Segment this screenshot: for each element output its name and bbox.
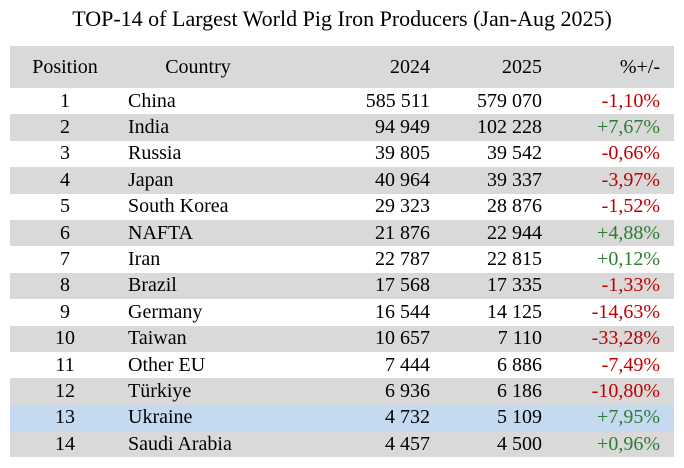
cell-country: Taiwan <box>128 327 187 350</box>
cell-2024: 21 876 <box>375 221 430 244</box>
table-row: 11 Other EU 7 444 6 886 -7,49% <box>10 352 674 378</box>
cell-change: -10,80% <box>591 379 660 402</box>
cell-2025: 7 110 <box>497 327 542 350</box>
cell-2024: 10 657 <box>375 327 430 350</box>
cell-2024: 39 805 <box>375 142 430 165</box>
table-row: 7 Iran 22 787 22 815 +0,12% <box>10 246 674 272</box>
cell-change: -1,10% <box>601 89 660 112</box>
table-row: 13 Ukraine 4 732 5 109 +7,95% <box>10 404 674 432</box>
cell-position: 14 <box>55 432 75 455</box>
cell-country: Türkiye <box>128 379 192 402</box>
header-2024: 2024 <box>390 55 430 78</box>
cell-country: Japan <box>128 168 174 191</box>
cell-country: NAFTA <box>128 221 194 244</box>
cell-2025: 28 876 <box>487 195 542 218</box>
cell-2025: 17 335 <box>487 274 542 297</box>
cell-change: -1,33% <box>601 274 660 297</box>
cell-change: -33,28% <box>591 327 660 350</box>
cell-change: -0,66% <box>601 142 660 165</box>
header-2025: 2025 <box>502 55 542 78</box>
cell-position: 6 <box>60 221 70 244</box>
table-row: 3 Russia 39 805 39 542 -0,66% <box>10 141 674 167</box>
cell-2025: 39 542 <box>487 142 542 165</box>
table-header: Position Country 2024 2025 %+/- <box>10 46 674 88</box>
cell-position: 12 <box>55 379 75 402</box>
cell-2025: 4 500 <box>497 432 542 455</box>
cell-2024: 22 787 <box>375 248 430 271</box>
table-row: 12 Türkiye 6 936 6 186 -10,80% <box>10 378 674 405</box>
cell-position: 8 <box>60 274 70 297</box>
header-change: %+/- <box>619 55 660 78</box>
table-row: 1 China 585 511 579 070 -1,10% <box>10 88 674 114</box>
cell-2025: 14 125 <box>487 300 542 323</box>
cell-2024: 16 544 <box>375 300 430 323</box>
cell-change: -7,49% <box>601 353 660 376</box>
cell-position: 4 <box>60 168 70 191</box>
cell-position: 10 <box>55 327 75 350</box>
table-row: 2 India 94 949 102 228 +7,67% <box>10 114 674 141</box>
table-title: TOP-14 of Largest World Pig Iron Produce… <box>72 6 612 31</box>
cell-position: 3 <box>60 142 70 165</box>
cell-2024: 6 936 <box>385 379 430 402</box>
cell-country: Saudi Arabia <box>128 432 232 455</box>
cell-2025: 102 228 <box>477 116 542 139</box>
cell-2025: 5 109 <box>497 406 542 429</box>
cell-change: +4,88% <box>597 221 660 244</box>
cell-position: 2 <box>60 116 70 139</box>
cell-country: Iran <box>128 248 161 271</box>
cell-2024: 29 323 <box>375 195 430 218</box>
cell-2025: 22 944 <box>487 221 542 244</box>
table-row: 14 Saudi Arabia 4 457 4 500 +0,96% <box>10 431 674 458</box>
cell-position: 7 <box>60 248 70 271</box>
cell-2024: 7 444 <box>385 353 430 376</box>
cell-country: Ukraine <box>128 406 193 429</box>
cell-change: +7,95% <box>597 406 660 429</box>
cell-2024: 4 732 <box>385 406 430 429</box>
cell-position: 11 <box>55 353 75 376</box>
producers-table: Position Country 2024 2025 %+/- 1 China 58… <box>10 46 674 458</box>
cell-2025: 6 886 <box>497 353 542 376</box>
table-row: 6 NAFTA 21 876 22 944 +4,88% <box>10 219 674 247</box>
cell-2025: 22 815 <box>487 248 542 271</box>
cell-country: India <box>128 116 170 139</box>
cell-2024: 17 568 <box>375 274 430 297</box>
cell-change: -1,52% <box>601 195 660 218</box>
cell-position: 13 <box>55 406 75 429</box>
cell-country: Other EU <box>128 353 206 376</box>
table-row: 8 Brazil 17 568 17 335 -1,33% <box>10 272 674 300</box>
cell-2025: 39 337 <box>487 168 542 191</box>
table-body: 1 China 585 511 579 070 -1,10% 2 India 94 949 10… <box>10 88 674 458</box>
cell-2024: 40 964 <box>375 168 430 191</box>
table-row: 9 Germany 16 544 14 125 -14,63% <box>10 299 674 325</box>
table-row: 10 Taiwan 10 657 7 110 -33,28% <box>10 325 674 352</box>
header-position: Position <box>32 55 98 78</box>
cell-country: Germany <box>128 300 203 323</box>
table-row: 5 South Korea 29 323 28 876 -1,52% <box>10 194 674 220</box>
cell-change: +0,12% <box>597 248 660 271</box>
cell-change: -14,63% <box>591 300 660 323</box>
cell-2025: 579 070 <box>477 89 542 112</box>
cell-country: China <box>128 89 176 112</box>
cell-country: Russia <box>128 142 182 165</box>
cell-change: +0,96% <box>597 432 660 455</box>
cell-2025: 6 186 <box>497 379 542 402</box>
cell-change: -3,97% <box>601 168 660 191</box>
cell-country: South Korea <box>128 195 229 218</box>
cell-change: +7,67% <box>597 116 660 139</box>
cell-position: 9 <box>60 300 70 323</box>
header-country: Country <box>165 55 231 78</box>
cell-2024: 94 949 <box>375 116 430 139</box>
cell-country: Brazil <box>128 274 177 297</box>
cell-position: 5 <box>60 195 70 218</box>
cell-2024: 585 511 <box>365 89 430 112</box>
cell-2024: 4 457 <box>385 432 430 455</box>
table-row: 4 Japan 40 964 39 337 -3,97% <box>10 167 674 194</box>
cell-position: 1 <box>60 89 70 112</box>
